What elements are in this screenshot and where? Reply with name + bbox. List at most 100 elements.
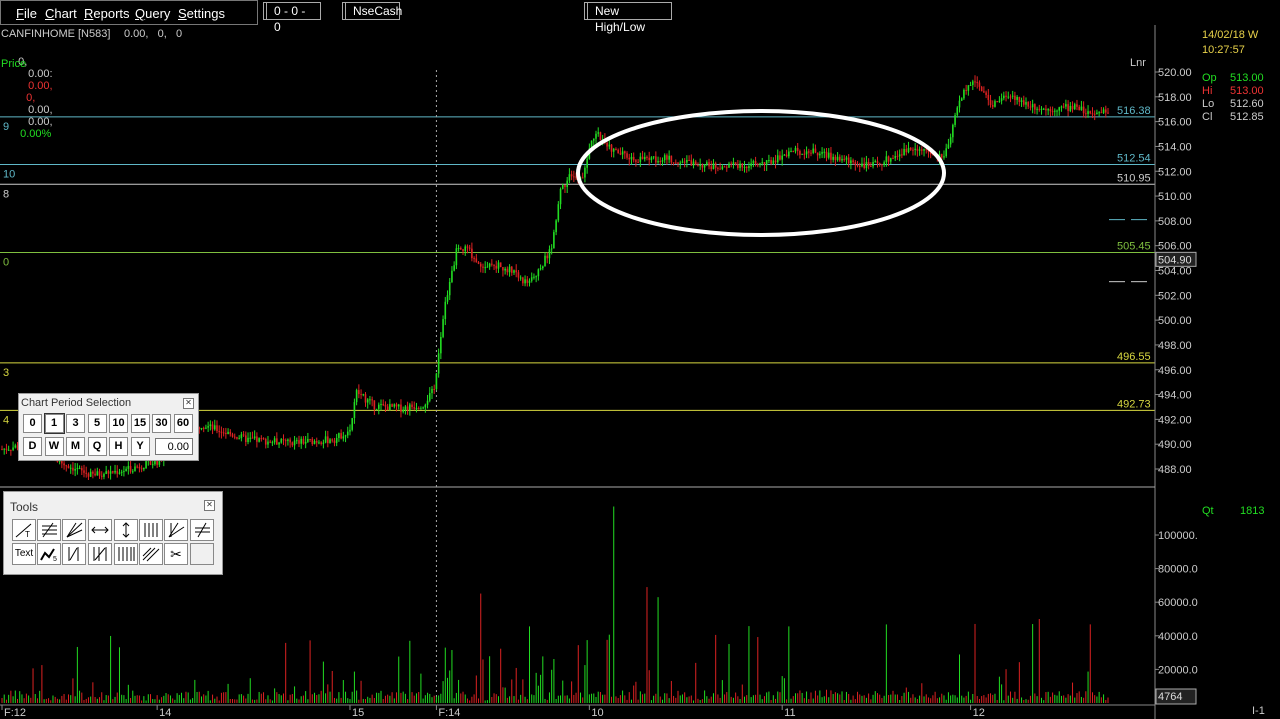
vertical-lines-icon[interactable] [139, 519, 163, 541]
period-1-button[interactable]: 1 [43, 413, 65, 434]
candle-body [1102, 109, 1105, 113]
candle-body [590, 140, 593, 149]
menu-settings[interactable]: Settings [178, 6, 225, 21]
candle-body [779, 155, 781, 160]
speed-lines-icon[interactable] [164, 519, 188, 541]
menu-chart[interactable]: Chart [45, 6, 77, 21]
parallel-lines-icon[interactable] [190, 519, 214, 541]
period-d-button[interactable]: D [23, 437, 42, 456]
candle-body [457, 247, 460, 249]
period-q-button[interactable]: Q [87, 437, 107, 456]
candle-body [291, 442, 294, 446]
vertical-measure-icon[interactable] [114, 519, 138, 541]
period-0-button[interactable]: 0 [23, 414, 42, 433]
close-icon[interactable]: ✕ [204, 500, 215, 511]
period-30-button[interactable]: 30 [152, 414, 171, 433]
exchange-button[interactable]: NseCash [342, 2, 402, 20]
period-15-button[interactable]: 15 [130, 414, 150, 433]
scale-mode-label[interactable]: Lnr [1130, 57, 1146, 69]
candle-body [960, 98, 963, 101]
candle-body [459, 247, 462, 250]
scissors-icon[interactable]: ✂ [164, 543, 188, 565]
candle-body [156, 460, 158, 465]
candle-body [116, 470, 119, 474]
candle-body [358, 390, 360, 395]
candle-body [205, 427, 207, 429]
grid-lines-icon[interactable] [114, 543, 138, 565]
candle-body [65, 465, 68, 467]
candle-body [61, 460, 63, 464]
channel-icon[interactable] [139, 543, 163, 565]
new-high-low-button[interactable]: New High/Low [584, 2, 672, 34]
menu-bar: File Chart Reports Query Settings [0, 0, 258, 25]
candle-body [903, 148, 905, 155]
swing-icon[interactable]: 5 [37, 543, 61, 565]
chart-period-title: Chart Period Selection [21, 397, 132, 409]
candle-body [987, 94, 990, 100]
candle-body [659, 161, 662, 163]
candle-body [896, 156, 899, 158]
menu-query[interactable]: Query [135, 6, 171, 21]
close-icon[interactable]: ✕ [183, 398, 194, 409]
candle-body [491, 263, 493, 265]
candle-body [1, 449, 3, 451]
period-y-button[interactable]: Y [130, 437, 150, 456]
candle-body [298, 440, 300, 444]
period-input[interactable] [155, 438, 193, 455]
candle-body [131, 471, 134, 473]
candle-body [238, 438, 240, 440]
cycle-lines-icon[interactable] [62, 543, 86, 565]
candle-body [836, 156, 839, 161]
candle-body [380, 404, 382, 406]
candle-body [311, 439, 314, 445]
candle-body [393, 404, 396, 407]
candle-body [453, 265, 455, 271]
candle-body [202, 428, 205, 430]
y-tick-label: 490.00 [1158, 439, 1192, 451]
candle-body [289, 439, 291, 443]
trendline-icon[interactable]: T [12, 519, 36, 541]
candle-body [322, 442, 325, 444]
level-label: 516.38 [1117, 105, 1151, 117]
candle-body [1016, 96, 1018, 100]
period-60-button[interactable]: 60 [173, 414, 193, 433]
candle-body [331, 439, 334, 441]
period-3-button[interactable]: 3 [66, 414, 85, 433]
candle-body [537, 269, 540, 277]
candle-body [402, 409, 404, 412]
text-tool[interactable]: Text [12, 543, 36, 565]
candle-body [595, 133, 597, 139]
candle-body [495, 265, 498, 269]
candle-body [1049, 109, 1052, 112]
time-zones-icon[interactable] [88, 543, 112, 565]
menu-file[interactable]: File [16, 6, 37, 21]
change-low: 0, [26, 92, 36, 104]
candle-body [774, 160, 777, 163]
candle-body [444, 301, 447, 320]
period-h-button[interactable]: H [109, 437, 128, 456]
candle-body [362, 394, 365, 396]
level-left-tag: 10 [3, 169, 15, 181]
candle-body [810, 152, 812, 154]
counter-button[interactable]: 0 - 0 - 0 [263, 2, 321, 34]
menu-reports[interactable]: Reports [84, 6, 130, 21]
candle-body [1069, 105, 1072, 111]
candle-body [406, 406, 409, 411]
candle-body [269, 441, 271, 443]
period-m-button[interactable]: M [66, 437, 85, 456]
fibonacci-icon[interactable] [37, 519, 61, 541]
candle-body [772, 160, 775, 164]
volume-tick-label: 100000. [1158, 530, 1198, 542]
candle-body [127, 465, 130, 469]
period-10-button[interactable]: 10 [109, 414, 128, 433]
gann-fan-icon[interactable] [62, 519, 86, 541]
candle-body [262, 438, 265, 440]
candle-body [632, 156, 635, 161]
period-w-button[interactable]: W [44, 437, 64, 456]
candle-body [701, 164, 704, 168]
candle-body [349, 429, 351, 432]
candle-body [3, 448, 6, 450]
horizontal-measure-icon[interactable] [88, 519, 112, 541]
period-5-button[interactable]: 5 [87, 414, 107, 433]
